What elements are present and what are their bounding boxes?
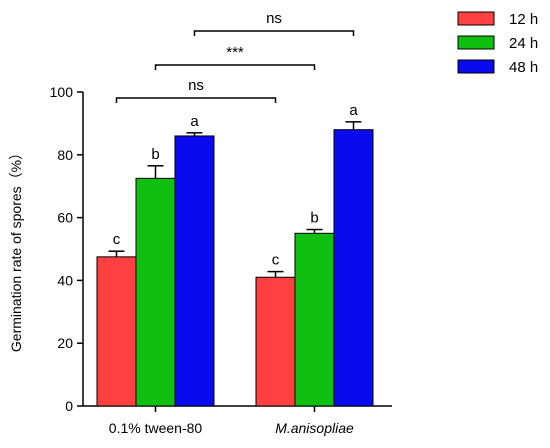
y-tick-label: 100 xyxy=(50,84,74,100)
bar xyxy=(255,276,296,407)
y-tick-label: 80 xyxy=(57,147,73,163)
legend-label: 48 h xyxy=(509,59,538,76)
bar xyxy=(135,177,176,407)
legend-swatch xyxy=(457,59,495,74)
x-tick-label: 0.1% tween-80 xyxy=(109,420,203,436)
bar xyxy=(96,256,137,407)
significance-bracket xyxy=(193,30,355,36)
significance-label: ns xyxy=(188,77,204,94)
y-tick-label: 0 xyxy=(65,398,73,414)
x-tick-label: M.anisopliae xyxy=(275,420,354,436)
significance-letter: c xyxy=(113,231,121,248)
legend-swatch xyxy=(457,11,495,26)
significance-label: *** xyxy=(226,44,244,61)
legend-label: 12 h xyxy=(509,11,538,28)
significance-letter: b xyxy=(151,146,159,163)
significance-letter: a xyxy=(190,113,199,130)
legend-swatch xyxy=(457,35,495,50)
significance-letter: a xyxy=(349,102,358,119)
y-tick-label: 60 xyxy=(57,210,73,226)
bar xyxy=(294,232,335,407)
bar xyxy=(174,135,215,407)
significance-label: ns xyxy=(266,10,282,27)
significance-bracket xyxy=(154,64,316,70)
significance-bracket xyxy=(115,97,277,103)
legend-label: 24 h xyxy=(509,35,538,52)
y-axis-label: Germination rate of spores（%） xyxy=(8,146,24,352)
significance-letter: b xyxy=(310,210,318,227)
y-tick-label: 20 xyxy=(57,335,73,351)
y-tick-label: 40 xyxy=(57,272,73,288)
bar xyxy=(333,129,374,407)
significance-letter: c xyxy=(272,252,280,269)
